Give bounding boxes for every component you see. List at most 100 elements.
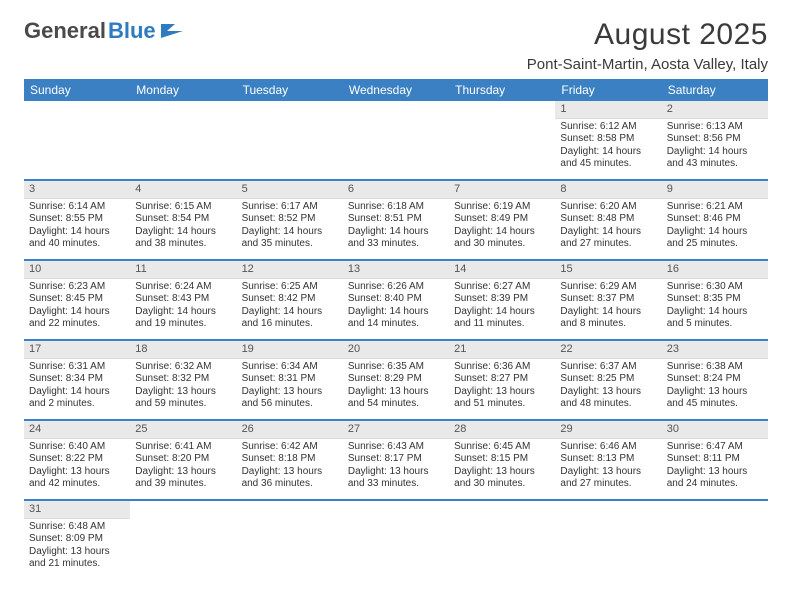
sunrise-line: Sunrise: 6:26 AM — [348, 281, 444, 294]
day-cell: 26Sunrise: 6:42 AMSunset: 8:18 PMDayligh… — [237, 421, 343, 499]
day-number: 12 — [237, 261, 343, 279]
sunset-line: Sunset: 8:45 PM — [29, 293, 125, 306]
day-number: 7 — [449, 181, 555, 199]
sunset-line: Sunset: 8:22 PM — [29, 453, 125, 466]
day-cell: 22Sunrise: 6:37 AMSunset: 8:25 PMDayligh… — [555, 341, 661, 419]
sunset-line: Sunset: 8:11 PM — [667, 453, 763, 466]
sunset-line: Sunset: 8:17 PM — [348, 453, 444, 466]
daylight-line: Daylight: 14 hours and 38 minutes. — [135, 226, 231, 251]
sunset-line: Sunset: 8:43 PM — [135, 293, 231, 306]
logo-word2: Blue — [108, 18, 156, 44]
day-number: 21 — [449, 341, 555, 359]
day-number: 28 — [449, 421, 555, 439]
day-cell: 17Sunrise: 6:31 AMSunset: 8:34 PMDayligh… — [24, 341, 130, 419]
sunrise-line: Sunrise: 6:30 AM — [667, 281, 763, 294]
sunrise-line: Sunrise: 6:17 AM — [242, 201, 338, 214]
sunset-line: Sunset: 8:55 PM — [29, 213, 125, 226]
logo-flag-icon — [161, 22, 183, 38]
sunset-line: Sunset: 8:29 PM — [348, 373, 444, 386]
sunset-line: Sunset: 8:49 PM — [454, 213, 550, 226]
day-cell — [237, 101, 343, 179]
daylight-line: Daylight: 13 hours and 33 minutes. — [348, 466, 444, 491]
day-cell: 20Sunrise: 6:35 AMSunset: 8:29 PMDayligh… — [343, 341, 449, 419]
daylight-line: Daylight: 14 hours and 2 minutes. — [29, 386, 125, 411]
day-number: 15 — [555, 261, 661, 279]
daylight-line: Daylight: 14 hours and 19 minutes. — [135, 306, 231, 331]
sunrise-line: Sunrise: 6:32 AM — [135, 361, 231, 374]
daylight-line: Daylight: 13 hours and 36 minutes. — [242, 466, 338, 491]
daylight-line: Daylight: 14 hours and 30 minutes. — [454, 226, 550, 251]
day-cell: 12Sunrise: 6:25 AMSunset: 8:42 PMDayligh… — [237, 261, 343, 339]
day-cell: 6Sunrise: 6:18 AMSunset: 8:51 PMDaylight… — [343, 181, 449, 259]
day-number: 4 — [130, 181, 236, 199]
daylight-line: Daylight: 14 hours and 35 minutes. — [242, 226, 338, 251]
day-cell: 7Sunrise: 6:19 AMSunset: 8:49 PMDaylight… — [449, 181, 555, 259]
sunrise-line: Sunrise: 6:13 AM — [667, 121, 763, 134]
sunrise-line: Sunrise: 6:27 AM — [454, 281, 550, 294]
sunset-line: Sunset: 8:24 PM — [667, 373, 763, 386]
sunrise-line: Sunrise: 6:20 AM — [560, 201, 656, 214]
day-cell: 5Sunrise: 6:17 AMSunset: 8:52 PMDaylight… — [237, 181, 343, 259]
title-block: August 2025 Pont-Saint-Martin, Aosta Val… — [527, 18, 768, 73]
daylight-line: Daylight: 13 hours and 27 minutes. — [560, 466, 656, 491]
sunset-line: Sunset: 8:20 PM — [135, 453, 231, 466]
day-cell: 8 Sunrise: 6:20 AMSunset: 8:48 PMDaylight… — [555, 181, 661, 259]
weekday-saturday: Saturday — [662, 79, 768, 101]
daylight-line: Daylight: 14 hours and 5 minutes. — [667, 306, 763, 331]
day-cell — [449, 101, 555, 179]
day-cell — [662, 501, 768, 579]
day-cell: 27Sunrise: 6:43 AMSunset: 8:17 PMDayligh… — [343, 421, 449, 499]
sunset-line: Sunset: 8:25 PM — [560, 373, 656, 386]
day-cell: 18Sunrise: 6:32 AMSunset: 8:32 PMDayligh… — [130, 341, 236, 419]
day-number: 2 — [662, 101, 768, 119]
daylight-line: Daylight: 14 hours and 33 minutes. — [348, 226, 444, 251]
sunrise-line: Sunrise: 6:24 AM — [135, 281, 231, 294]
sunrise-line: Sunrise: 6:34 AM — [242, 361, 338, 374]
sunset-line: Sunset: 8:52 PM — [242, 213, 338, 226]
daylight-line: Daylight: 13 hours and 24 minutes. — [667, 466, 763, 491]
day-cell: 16Sunrise: 6:30 AMSunset: 8:35 PMDayligh… — [662, 261, 768, 339]
sunset-line: Sunset: 8:51 PM — [348, 213, 444, 226]
day-number: 25 — [130, 421, 236, 439]
daylight-line: Daylight: 13 hours and 45 minutes. — [667, 386, 763, 411]
sunrise-line: Sunrise: 6:41 AM — [135, 441, 231, 454]
day-number: 24 — [24, 421, 130, 439]
sunrise-line: Sunrise: 6:18 AM — [348, 201, 444, 214]
sunset-line: Sunset: 8:56 PM — [667, 133, 763, 146]
day-cell: 2Sunrise: 6:13 AMSunset: 8:56 PMDaylight… — [662, 101, 768, 179]
sunset-line: Sunset: 8:48 PM — [560, 213, 656, 226]
sunrise-line: Sunrise: 6:43 AM — [348, 441, 444, 454]
daylight-line: Daylight: 14 hours and 45 minutes. — [560, 146, 656, 171]
calendar-grid: 1Sunrise: 6:12 AMSunset: 8:58 PMDaylight… — [24, 101, 768, 579]
location: Pont-Saint-Martin, Aosta Valley, Italy — [527, 56, 768, 73]
daylight-line: Daylight: 13 hours and 54 minutes. — [348, 386, 444, 411]
sunrise-line: Sunrise: 6:31 AM — [29, 361, 125, 374]
day-number: 23 — [662, 341, 768, 359]
daylight-line: Daylight: 13 hours and 51 minutes. — [454, 386, 550, 411]
sunset-line: Sunset: 8:58 PM — [560, 133, 656, 146]
weekday-sunday: Sunday — [24, 79, 130, 101]
daylight-line: Daylight: 13 hours and 30 minutes. — [454, 466, 550, 491]
day-cell: 3Sunrise: 6:14 AMSunset: 8:55 PMDaylight… — [24, 181, 130, 259]
logo-word1: General — [24, 18, 106, 44]
sunset-line: Sunset: 8:15 PM — [454, 453, 550, 466]
day-cell: 19Sunrise: 6:34 AMSunset: 8:31 PMDayligh… — [237, 341, 343, 419]
header: General Blue August 2025 Pont-Saint-Mart… — [24, 18, 768, 73]
day-cell: 25Sunrise: 6:41 AMSunset: 8:20 PMDayligh… — [130, 421, 236, 499]
day-cell: 31Sunrise: 6:48 AMSunset: 8:09 PMDayligh… — [24, 501, 130, 579]
day-cell: 15Sunrise: 6:29 AMSunset: 8:37 PMDayligh… — [555, 261, 661, 339]
day-cell: 10Sunrise: 6:23 AMSunset: 8:45 PMDayligh… — [24, 261, 130, 339]
sunrise-line: Sunrise: 6:45 AM — [454, 441, 550, 454]
weekday-wednesday: Wednesday — [343, 79, 449, 101]
daylight-line: Daylight: 14 hours and 14 minutes. — [348, 306, 444, 331]
daylight-line: Daylight: 14 hours and 27 minutes. — [560, 226, 656, 251]
sunset-line: Sunset: 8:09 PM — [29, 533, 125, 546]
day-cell: 11Sunrise: 6:24 AMSunset: 8:43 PMDayligh… — [130, 261, 236, 339]
sunrise-line: Sunrise: 6:23 AM — [29, 281, 125, 294]
daylight-line: Daylight: 13 hours and 42 minutes. — [29, 466, 125, 491]
day-cell: 23Sunrise: 6:38 AMSunset: 8:24 PMDayligh… — [662, 341, 768, 419]
day-cell: 9Sunrise: 6:21 AMSunset: 8:46 PMDaylight… — [662, 181, 768, 259]
day-number: 8 — [555, 181, 661, 199]
daylight-line: Daylight: 14 hours and 8 minutes. — [560, 306, 656, 331]
weekday-thursday: Thursday — [449, 79, 555, 101]
